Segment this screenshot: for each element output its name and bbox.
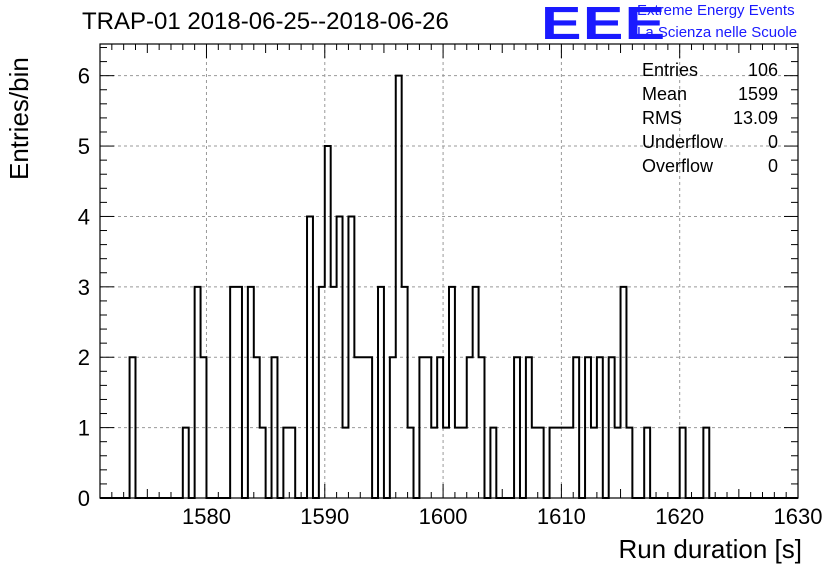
histogram-bin: [626, 428, 632, 498]
x-tick-label: 1610: [537, 504, 586, 529]
histogram-bin: [248, 287, 254, 498]
y-tick-label: 1: [78, 416, 90, 441]
y-tick-label: 0: [78, 486, 90, 511]
histogram-bin: [479, 357, 485, 498]
x-tick-label: 1630: [774, 504, 823, 529]
eee-logo: EEE Extreme Energy Events La Scienza nel…: [541, 0, 836, 49]
stat-value: 1599: [737, 84, 778, 104]
histogram-bin: [396, 76, 402, 498]
stat-value: 106: [747, 60, 778, 80]
stat-value: 0: [767, 132, 778, 152]
histogram-bin: [615, 428, 621, 498]
stat-label: Entries: [642, 60, 699, 80]
y-tick-label: 6: [78, 64, 90, 89]
histogram-bin: [408, 428, 414, 498]
histogram-bin: [343, 428, 349, 498]
x-tick-label: 1580: [182, 504, 231, 529]
histogram-bin: [443, 428, 449, 498]
histogram-bin: [130, 357, 136, 498]
eee-logo-mark: EEE: [541, 0, 667, 49]
histogram-outline: [100, 74, 798, 499]
y-tick-label: 4: [78, 204, 90, 229]
x-axis-label: Run duration [s]: [618, 534, 802, 564]
histogram-bin: [325, 146, 331, 498]
y-tick-label: 2: [78, 345, 90, 370]
histogram-bin: [201, 357, 207, 498]
stat-row-rms: RMS 13.09: [642, 106, 778, 130]
y-tick-label: 3: [78, 275, 90, 300]
stat-label: Underflow: [642, 132, 724, 152]
histogram-bin: [183, 428, 189, 498]
stat-value: 13.09: [732, 108, 778, 128]
stat-value: 0: [767, 156, 778, 176]
histogram-bin: [319, 287, 325, 498]
histogram-bin: [419, 357, 431, 498]
y-tick-label: 5: [78, 134, 90, 159]
stat-label: Overflow: [642, 156, 714, 176]
histogram-bin: [331, 287, 337, 498]
histogram-bin: [354, 357, 372, 498]
histogram-bin: [585, 357, 591, 498]
histogram-bin: [550, 428, 556, 498]
chart-title: TRAP-01 2018-06-25--2018-06-26: [82, 8, 449, 35]
x-tick-label: 1600: [419, 504, 468, 529]
histogram-bin: [437, 357, 443, 498]
stat-row-overflow: Overflow 0: [642, 154, 778, 178]
histogram-bin: [621, 287, 627, 498]
histogram-bin: [703, 428, 709, 498]
logo-text-line-2: La Scienza nelle Scuole: [637, 24, 798, 41]
histogram-bin: [449, 287, 455, 498]
x-tick-label: 1590: [300, 504, 349, 529]
y-axis-label: Entries/bin: [4, 57, 34, 180]
histogram-bin: [532, 428, 544, 498]
histogram-bin: [260, 428, 266, 498]
histogram-bin: [555, 428, 573, 498]
histogram-bin: [402, 287, 408, 498]
histogram-bars: [100, 74, 798, 499]
histogram-bin: [467, 357, 473, 498]
stat-label: RMS: [642, 108, 682, 128]
logo-text-line-1: Extreme Energy Events: [637, 2, 795, 19]
histogram-bin: [680, 428, 686, 498]
histogram-bin: [473, 287, 479, 498]
histogram-bin: [337, 216, 343, 498]
histogram-bin: [254, 357, 260, 498]
histogram-bin: [390, 357, 396, 498]
stat-row-entries: Entries 106: [642, 58, 778, 82]
histogram-bin: [307, 216, 313, 498]
histogram-bin: [195, 287, 201, 498]
histogram-bin: [609, 357, 615, 498]
x-tick-label: 1620: [655, 504, 704, 529]
histogram-bin: [591, 428, 597, 498]
histogram-bin: [272, 357, 278, 498]
stat-row-mean: Mean 1599: [642, 82, 778, 106]
histogram-bin: [348, 216, 354, 498]
histogram-bin: [597, 357, 603, 498]
histogram-bin: [431, 428, 437, 498]
histogram-bin: [573, 357, 579, 498]
histogram-bin: [378, 287, 384, 498]
plot-frame: [99, 43, 799, 499]
histogram-bin: [526, 357, 532, 498]
stat-row-underflow: Underflow 0: [642, 130, 778, 154]
histogram-bin: [455, 428, 467, 498]
histogram-bin: [230, 287, 242, 498]
histogram-bin: [283, 428, 295, 498]
stats-box: Entries 106 Mean 1599 RMS 13.09 Underflo…: [642, 58, 778, 178]
histogram-bin: [644, 428, 650, 498]
histogram-bin: [514, 357, 520, 498]
histogram-bin: [490, 428, 496, 498]
stat-label: Mean: [642, 84, 688, 104]
